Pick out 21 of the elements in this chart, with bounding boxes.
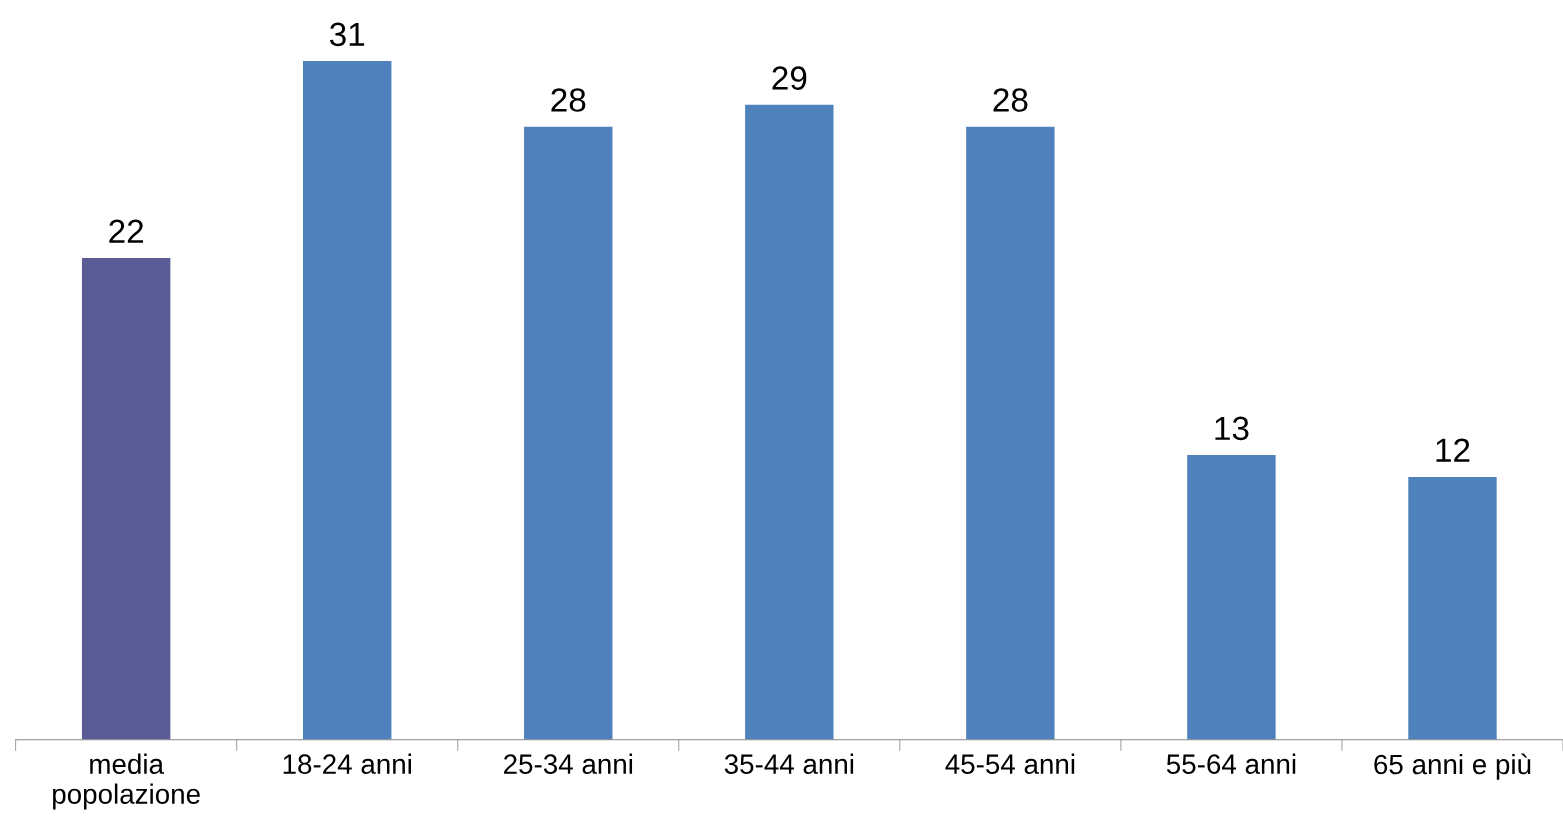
x-tick-label: 35-44 anni [724,753,854,774]
data-label: 28 [993,88,1028,112]
bar [745,104,834,740]
bar [524,126,613,740]
data-label: 28 [551,88,586,112]
data-label: 13 [1215,416,1249,441]
data-label: 22 [109,219,144,243]
bar [1408,477,1497,740]
x-tick-label: 45-54 anni [945,753,1075,774]
x-tick-label: 55-64 anni [1166,753,1296,774]
x-tick-label: media popolazione [53,753,200,810]
data-label: 29 [772,66,807,90]
bar [81,258,171,740]
x-tick-label: 65 anni e più [1374,753,1531,780]
data-label: 31 [329,22,365,47]
bar [966,126,1055,740]
bar [303,61,392,740]
x-tick-label: 18-24 anni [283,753,411,774]
bar [1187,455,1276,740]
x-tick-label: 25-34 anni [504,753,633,774]
data-label: 12 [1436,438,1470,462]
